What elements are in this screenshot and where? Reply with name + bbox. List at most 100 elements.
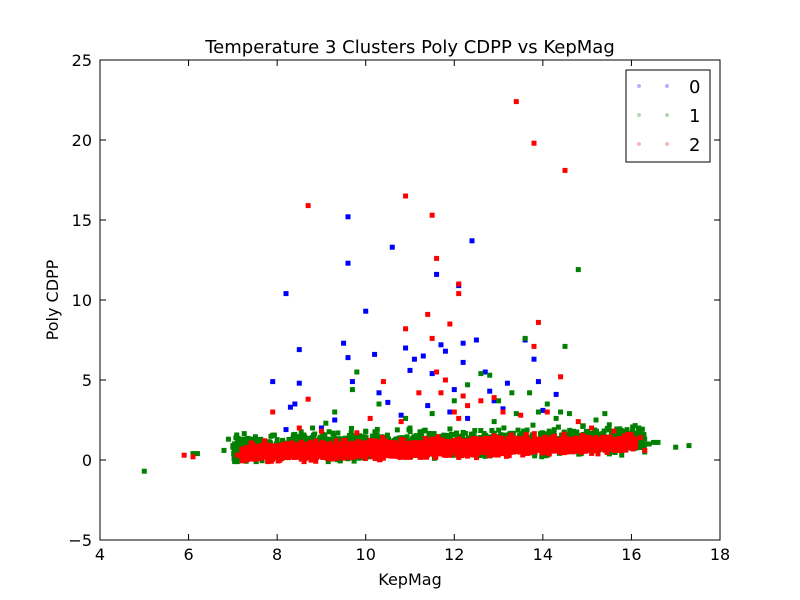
cluster-1-point (301, 432, 307, 438)
cluster-2-point (437, 451, 443, 457)
cluster-1-point (274, 437, 280, 443)
cluster-2-point (453, 448, 459, 454)
cluster-2-point (474, 439, 480, 445)
cluster-1-point (604, 425, 610, 431)
cluster-2-point (460, 440, 466, 446)
cluster-2-point (292, 444, 298, 450)
cluster-1-point (580, 423, 586, 429)
cluster-2-point (278, 446, 284, 452)
cluster-1-point (462, 430, 468, 436)
cluster-2-point (479, 444, 485, 450)
cluster-2-point (347, 443, 353, 449)
cluster-1-point (558, 409, 564, 415)
cluster-2-point (472, 436, 478, 442)
cluster-2-point (252, 456, 258, 462)
cluster-2-point (329, 454, 335, 460)
cluster-1-point (532, 453, 538, 459)
cluster-1-point (551, 430, 557, 436)
cluster-2-point (456, 415, 462, 421)
cluster-2-point (349, 451, 355, 457)
cluster-1-point (369, 433, 375, 439)
cluster-2-point (471, 443, 477, 449)
cluster-1-point (566, 411, 572, 417)
cluster-2-point (308, 455, 314, 461)
cluster-2-point (366, 445, 372, 451)
cluster-2-point (305, 396, 311, 402)
cluster-2-point (376, 441, 382, 447)
cluster-2-point (270, 409, 276, 415)
cluster-1-point (478, 371, 484, 377)
cluster-2-point (628, 438, 634, 444)
cluster-2-point (593, 439, 599, 445)
cluster-2-point (423, 449, 429, 455)
cluster-2-point (296, 450, 302, 456)
cluster-2-point (517, 441, 523, 447)
cluster-2-point (354, 430, 360, 436)
cluster-2-point (456, 291, 462, 297)
cluster-0-point (540, 407, 546, 413)
cluster-1-point (576, 451, 582, 457)
cluster-1-point (651, 439, 657, 445)
cluster-1-point (237, 443, 243, 449)
cluster-2-point (488, 446, 494, 452)
cluster-1-point (450, 452, 456, 458)
cluster-0-point (420, 353, 426, 359)
cluster-2-point (332, 448, 338, 454)
cluster-2-point (571, 443, 577, 449)
cluster-2-point (418, 448, 424, 454)
cluster-2-point (324, 451, 330, 457)
cluster-2-point (381, 450, 387, 456)
cluster-2-point (313, 458, 319, 464)
cluster-1-point (445, 433, 451, 439)
cluster-1-point (481, 431, 487, 437)
cluster-2-point (273, 454, 279, 460)
cluster-1-point (241, 436, 247, 442)
cluster-2-point (524, 441, 530, 447)
cluster-1-point (141, 468, 147, 474)
cluster-0-point (473, 337, 479, 343)
cluster-2-point (380, 379, 386, 385)
cluster-0-point (482, 369, 488, 375)
cluster-2-point (626, 436, 632, 442)
cluster-1-point (346, 432, 352, 438)
cluster-1-point (292, 431, 298, 437)
cluster-1-point (367, 454, 373, 460)
cluster-2-point (326, 444, 332, 450)
cluster-2-point (506, 453, 512, 459)
cluster-2-point (432, 436, 438, 442)
cluster-2-point (438, 390, 444, 396)
cluster-1-point (231, 456, 237, 462)
cluster-0-point (296, 380, 302, 386)
cluster-1-point (635, 426, 641, 432)
cluster-2-point (305, 442, 311, 448)
cluster-2-point (291, 450, 297, 456)
cluster-2-point (395, 452, 401, 458)
cluster-2-point (524, 436, 530, 442)
cluster-1-point (441, 432, 447, 438)
cluster-2-point (327, 440, 333, 446)
cluster-2-point (518, 412, 524, 418)
cluster-2-point (613, 443, 619, 449)
cluster-1-point (268, 433, 274, 439)
cluster-2-point (239, 454, 245, 460)
cluster-0-point (283, 291, 289, 297)
cluster-2-point (287, 441, 293, 447)
cluster-2-point (520, 452, 526, 458)
cluster-1-point (234, 459, 240, 465)
cluster-2-point (460, 445, 466, 451)
y-tick-label: −5 (68, 531, 92, 550)
y-tick-label: 0 (82, 451, 92, 470)
cluster-2-point (405, 441, 411, 447)
cluster-2-point (404, 444, 410, 450)
cluster-2-point (354, 441, 360, 447)
cluster-1-point (632, 430, 638, 436)
cluster-2-point (322, 446, 328, 452)
cluster-1-point (478, 428, 484, 434)
cluster-2-point (408, 449, 414, 455)
cluster-2-point (407, 453, 413, 459)
cluster-1-point (418, 437, 424, 443)
cluster-2-point (362, 441, 368, 447)
cluster-1-point (271, 432, 277, 438)
cluster-0-point (434, 271, 440, 277)
cluster-1-point (266, 439, 272, 445)
